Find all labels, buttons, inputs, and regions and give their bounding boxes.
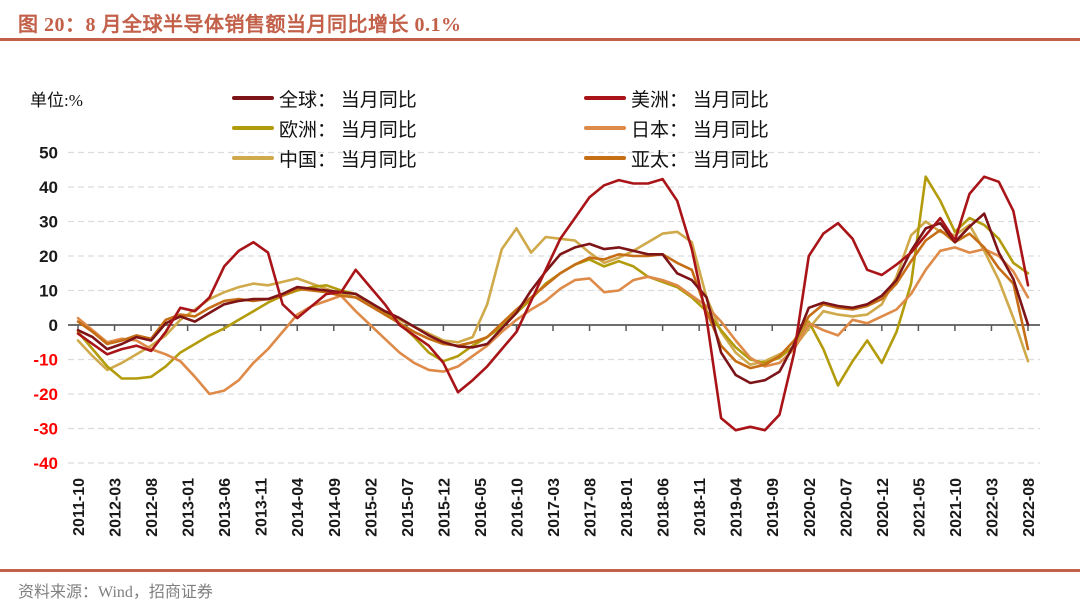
series-line-japan [76, 246, 1030, 396]
legend-swatch-asiapac [584, 156, 626, 160]
x-axis-label: 2021-05 [911, 478, 928, 537]
legend-item-japan: 日本： 当月同比 [584, 114, 769, 142]
x-axis-label: 2020-07 [838, 478, 855, 537]
series-line-china [76, 220, 1030, 372]
x-axis-label: 2018-01 [619, 478, 636, 537]
series-line-americas [76, 175, 1030, 432]
x-axis-label: 2014-04 [290, 478, 307, 537]
y-axis-label: 30 [39, 213, 58, 232]
legend: 全球： 当月同比 美洲： 当月同比欧洲： 当月同比 日本： 当月同比中国： 当月同比… [232, 84, 769, 172]
legend-label: 日本： 当月同比 [631, 119, 769, 141]
x-axis-label: 2013-01 [181, 478, 198, 537]
x-axis-label: 2020-12 [875, 478, 892, 537]
legend-label: 亚太： 当月同比 [631, 149, 769, 171]
x-axis-label: 2015-02 [363, 478, 380, 537]
x-axis-label: 2011-10 [71, 478, 88, 536]
x-axis-label: 2022-08 [1021, 478, 1038, 537]
series-line-asiapac [76, 228, 1030, 370]
series-line-europe [76, 175, 1030, 387]
y-axis-label: 20 [39, 247, 58, 266]
y-axis-label: 40 [39, 178, 58, 197]
x-axis-label: 2022-03 [984, 478, 1001, 537]
footer-rule [0, 569, 1080, 572]
y-axis-label: 50 [39, 144, 58, 163]
legend-swatch-japan [584, 126, 626, 130]
legend-item-asiapac: 亚太： 当月同比 [584, 144, 769, 172]
legend-swatch-europe [232, 126, 274, 130]
x-axis-label: 2016-05 [473, 478, 490, 537]
source-note: 资料来源：Wind，招商证券 [18, 584, 213, 601]
legend-label: 中国： 当月同比 [279, 149, 417, 171]
legend-swatch-americas [584, 96, 626, 100]
legend-swatch-china [232, 156, 274, 160]
x-axis-label: 2015-07 [400, 478, 417, 537]
x-axis-label: 2019-09 [765, 478, 782, 537]
figure-title: 图 20：8 月全球半导体销售额当月同比增长 0.1% [18, 14, 462, 36]
legend-item-china: 中国： 当月同比 [232, 144, 584, 172]
y-axis-label: 0 [49, 316, 58, 335]
legend-item-global: 全球： 当月同比 [232, 84, 584, 112]
x-axis-label: 2018-06 [656, 478, 673, 537]
x-axis-label: 2013-06 [217, 478, 234, 537]
y-axis-label: -20 [33, 385, 58, 404]
y-axis-unit-label: 单位:% [30, 91, 83, 110]
x-axis-label: 2017-03 [546, 478, 563, 537]
legend-label: 欧洲： 当月同比 [279, 119, 417, 141]
x-axis-label: 2018-11 [692, 478, 709, 536]
x-axis-label: 2012-08 [144, 478, 161, 537]
x-axis-label: 2017-08 [583, 478, 600, 537]
x-axis-label: 2019-04 [729, 478, 746, 537]
legend-swatch-global [232, 96, 274, 100]
x-axis-label: 2020-02 [802, 478, 819, 537]
x-axis-label: 2015-12 [436, 478, 453, 537]
series-line-global [76, 212, 1030, 385]
x-axis-label: 2014-09 [327, 478, 344, 537]
y-axis-label: 10 [39, 282, 58, 301]
legend-label: 全球： 当月同比 [279, 89, 417, 111]
legend-label: 美洲： 当月同比 [631, 89, 769, 111]
title-underline [0, 38, 1080, 41]
legend-item-europe: 欧洲： 当月同比 [232, 114, 584, 142]
y-axis-label: -40 [33, 454, 58, 473]
y-axis-label: -30 [33, 420, 58, 439]
y-axis-label: -10 [33, 351, 58, 370]
x-axis-label: 2021-10 [948, 478, 965, 537]
legend-item-americas: 美洲： 当月同比 [584, 84, 769, 112]
x-axis-label: 2012-03 [108, 478, 125, 537]
x-axis-label: 2013-11 [254, 478, 271, 536]
x-axis-label: 2016-10 [509, 478, 526, 537]
